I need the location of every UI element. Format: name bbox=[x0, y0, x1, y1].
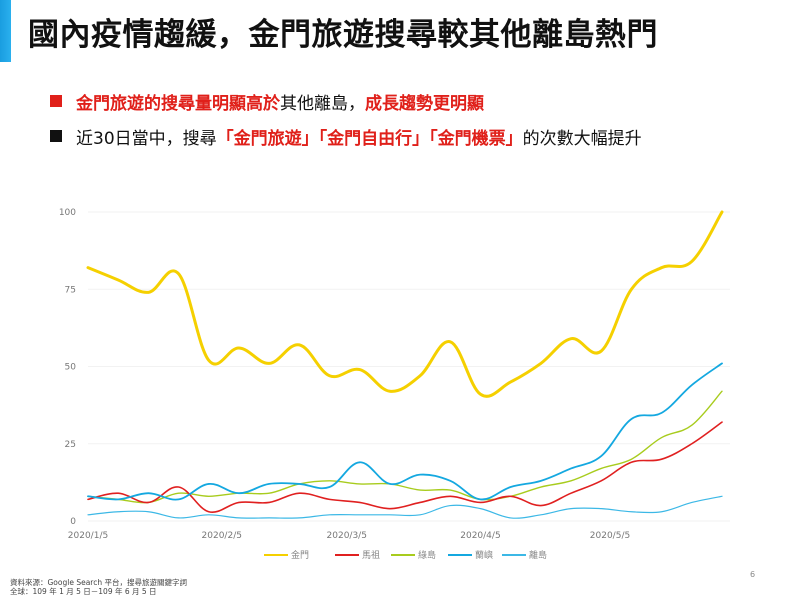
series-lines bbox=[86, 210, 724, 519]
series-line-1 bbox=[86, 210, 724, 398]
legend: 金門 馬祖 綠島 蘭嶼 離島 bbox=[264, 549, 547, 561]
series-line-3 bbox=[87, 390, 723, 504]
legend-label: 馬祖 bbox=[362, 549, 380, 561]
y-tick-label: 50 bbox=[65, 363, 77, 373]
bullet-text-segment: 的次數大幅提升 bbox=[522, 128, 642, 149]
x-tick-label: 2020/4/5 bbox=[460, 531, 500, 541]
x-axis: 2020/1/5 2020/2/5 2020/3/5 2020/4/5 2020/5/5 bbox=[68, 531, 630, 541]
x-tick-label: 2020/3/5 bbox=[327, 531, 367, 541]
bullet-text-segment: 「金門旅遊」「金門自由行」「金門機票」 bbox=[216, 128, 523, 149]
bullet-text-segment: 近30日當中，搜尋 bbox=[76, 128, 217, 149]
legend-label: 離島 bbox=[529, 549, 547, 561]
bullet-text-segment: 金門旅遊的搜尋量明顯高於 bbox=[76, 93, 280, 114]
date-range-note: 全球：109 年 1 月 5 日－109 年 6 月 5 日 bbox=[10, 587, 157, 596]
y-tick-label: 0 bbox=[70, 517, 76, 527]
slide-title: 國內疫情趨緩，金門旅遊搜尋較其他離島熱門 bbox=[28, 17, 658, 53]
accent-bar bbox=[0, 0, 11, 62]
bullet-list: 金門旅遊的搜尋量明顯高於 其他離島， 成長趨勢更明顯 近30日當中，搜尋 「金門… bbox=[50, 88, 642, 158]
square-bullet-icon bbox=[50, 130, 62, 142]
bullet-text-segment: 其他離島， bbox=[280, 93, 365, 114]
x-tick-label: 2020/2/5 bbox=[202, 531, 242, 541]
legend-label: 蘭嶼 bbox=[475, 549, 493, 561]
series-line-5 bbox=[87, 495, 723, 519]
y-axis: 0 25 50 75 100 bbox=[59, 208, 76, 527]
legend-label: 綠島 bbox=[418, 549, 436, 561]
x-tick-label: 2020/5/5 bbox=[590, 531, 630, 541]
footer: 資料來源：Google Search 平台，搜尋旅遊關鍵字詞 全球：109 年 … bbox=[10, 578, 187, 596]
x-tick-label: 2020/1/5 bbox=[68, 531, 108, 541]
data-source-note: 資料來源：Google Search 平台，搜尋旅遊關鍵字詞 bbox=[10, 578, 187, 587]
series-line-4 bbox=[87, 362, 723, 501]
gridlines bbox=[88, 211, 730, 522]
y-tick-label: 75 bbox=[65, 285, 76, 295]
legend-label: 金門 bbox=[291, 549, 309, 561]
y-tick-label: 100 bbox=[59, 208, 76, 218]
y-tick-label: 25 bbox=[65, 440, 76, 450]
bullet-item: 近30日當中，搜尋 「金門旅遊」「金門自由行」「金門機票」 的次數大幅提升 bbox=[50, 123, 642, 149]
bullet-item: 金門旅遊的搜尋量明顯高於 其他離島， 成長趨勢更明顯 bbox=[50, 88, 642, 114]
bullet-text-segment: 成長趨勢更明顯 bbox=[365, 93, 484, 114]
square-bullet-icon bbox=[50, 95, 62, 107]
series-line-2 bbox=[87, 421, 723, 513]
page-number: 6 bbox=[750, 570, 756, 579]
